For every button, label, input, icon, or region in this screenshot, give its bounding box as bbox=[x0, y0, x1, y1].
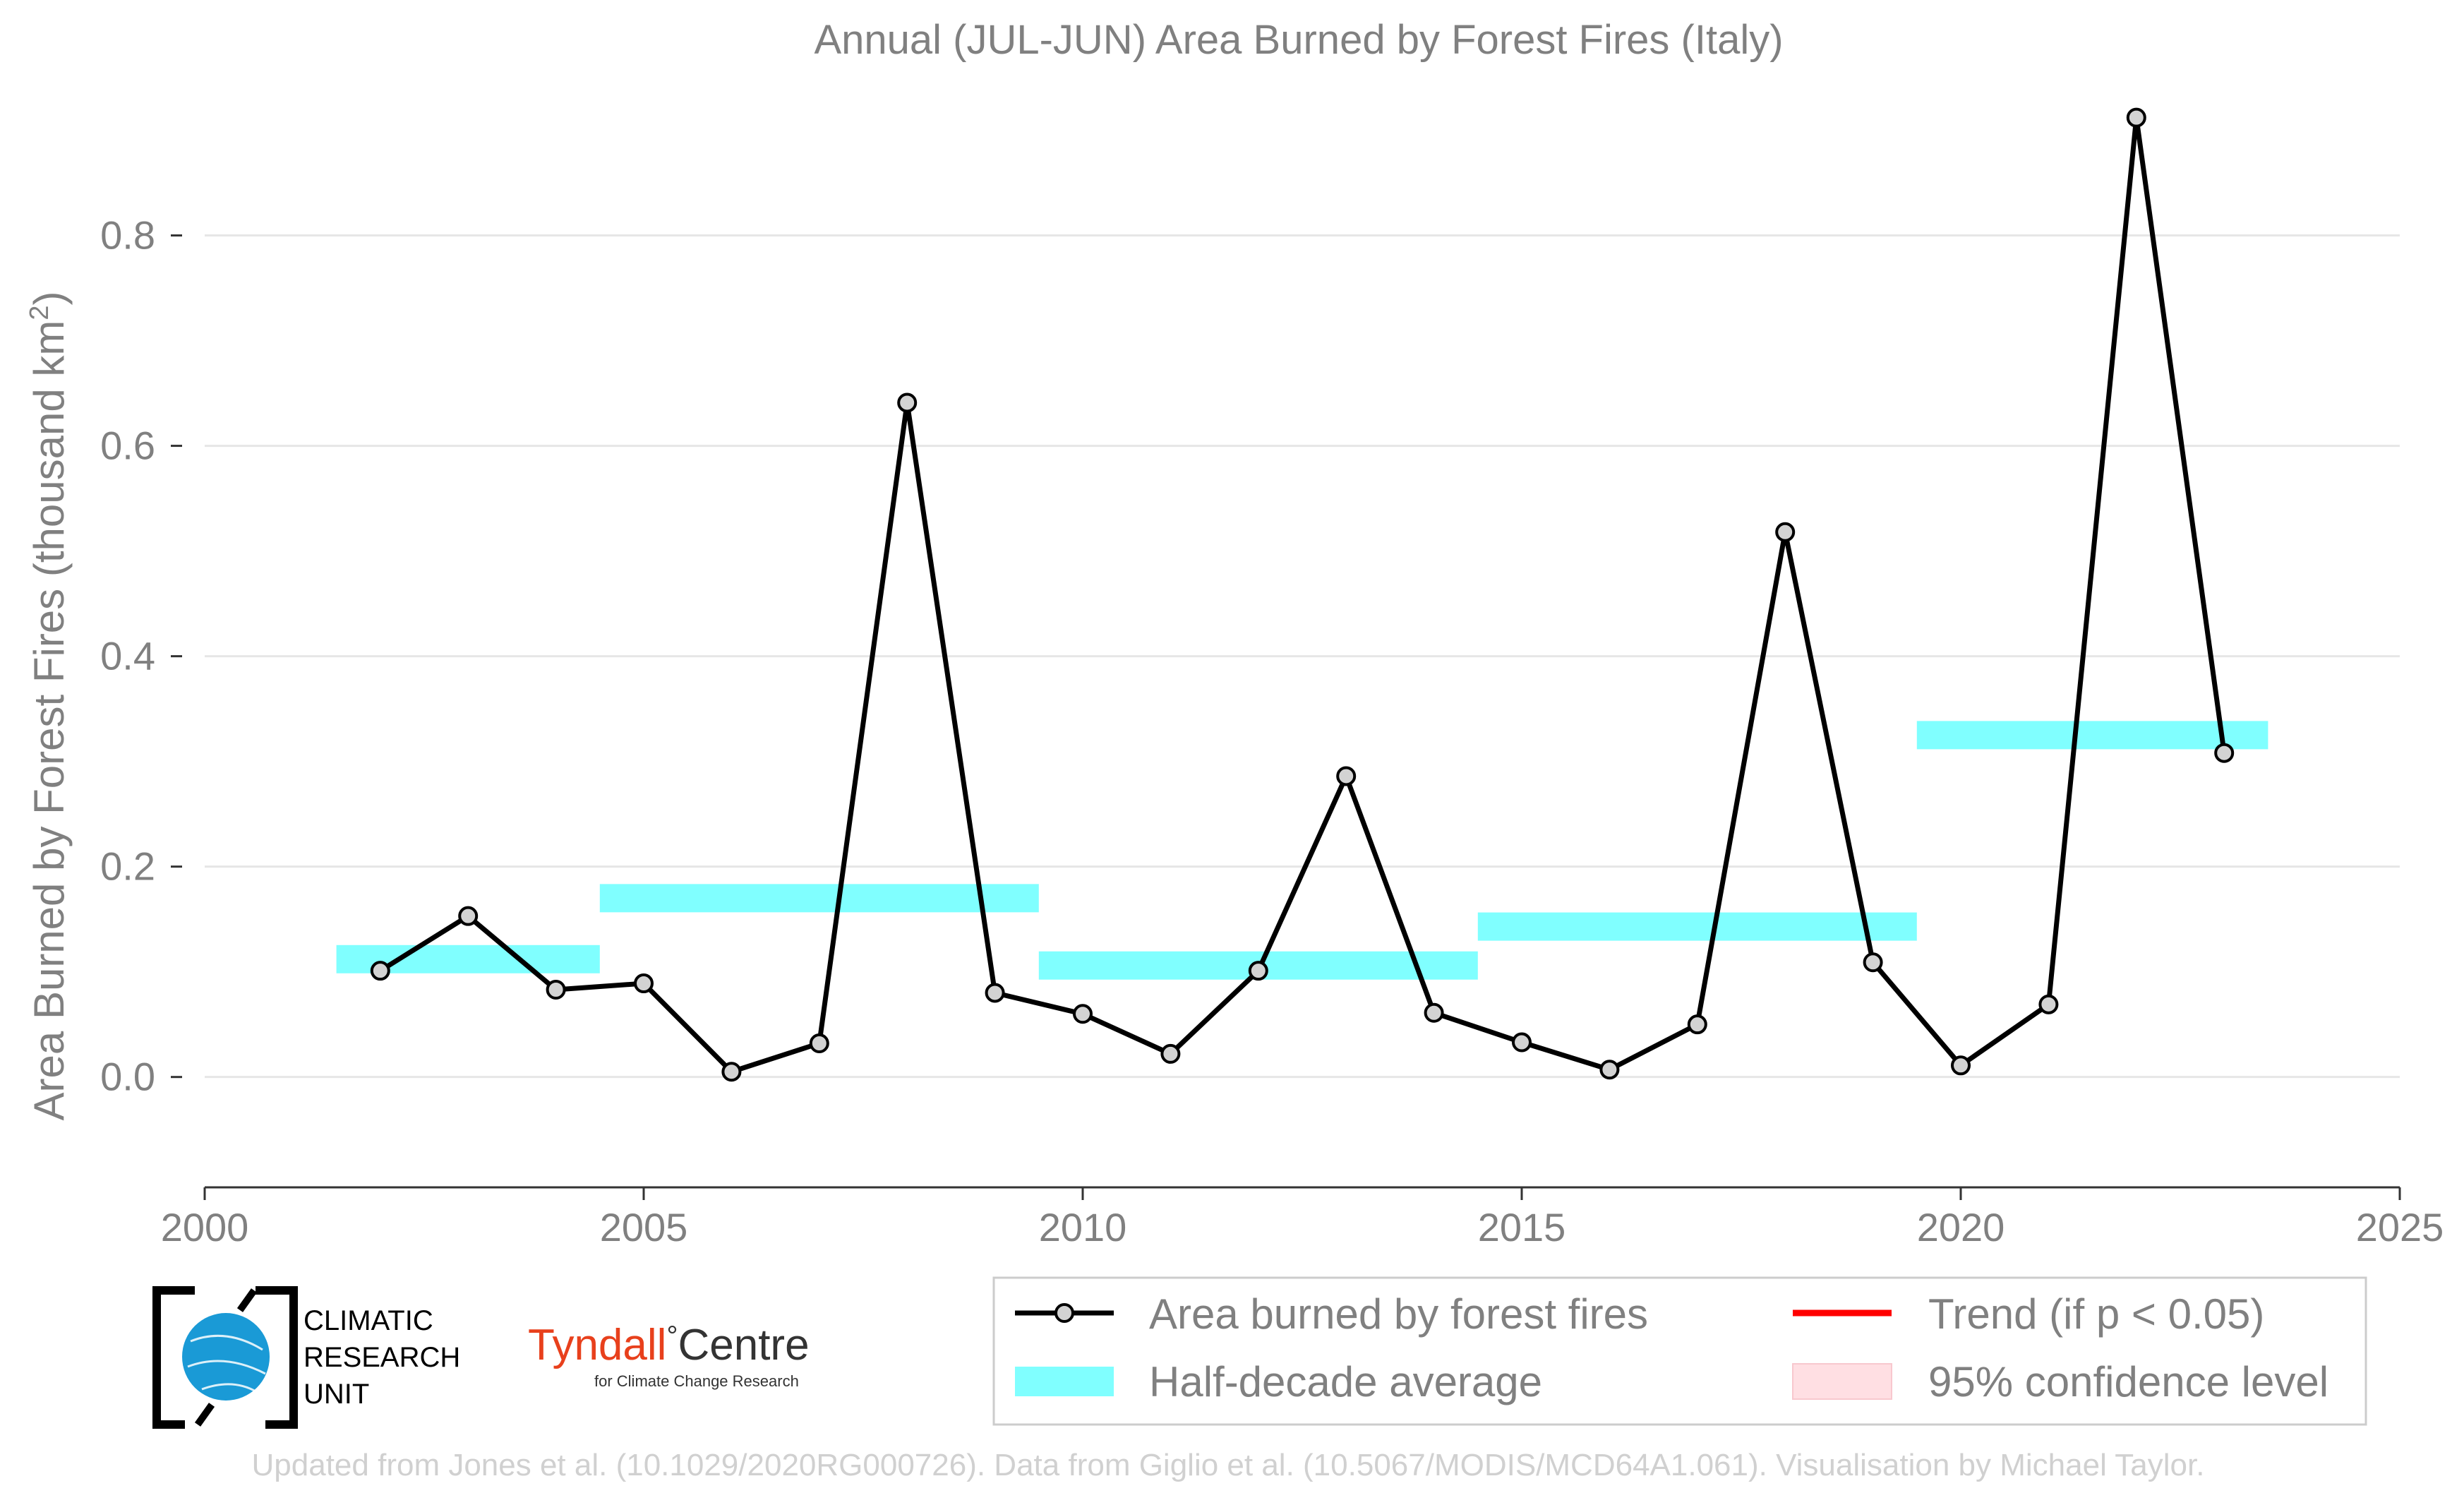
half-decade-bands bbox=[336, 721, 2268, 980]
y-tick-label: 0.0 bbox=[100, 1055, 155, 1099]
chart-title: Annual (JUL-JUN) Area Burned by Forest F… bbox=[814, 17, 1783, 63]
data-point bbox=[1336, 766, 1357, 786]
data-point bbox=[370, 961, 390, 981]
x-axis: 2000 2005 2010 2015 2020 2025 bbox=[161, 1186, 2444, 1249]
data-point bbox=[985, 983, 1005, 1003]
data-point bbox=[458, 906, 479, 926]
tyndall-title: Tyndall°Centre bbox=[528, 1321, 810, 1369]
legend-label-confidence: 95% confidence level bbox=[1928, 1358, 2328, 1405]
half-decade-band bbox=[1477, 912, 1917, 941]
series-area-burned bbox=[370, 107, 2235, 1082]
data-point bbox=[1599, 1060, 1620, 1080]
data-point bbox=[1160, 1043, 1181, 1064]
data-point bbox=[1248, 961, 1268, 981]
tyndall-subtitle: for Climate Change Research bbox=[594, 1372, 799, 1390]
x-tick-label: 2000 bbox=[161, 1205, 249, 1249]
credit-line: Updated from Jones et al. (10.1029/2020R… bbox=[252, 1448, 2205, 1482]
data-point bbox=[546, 980, 566, 1000]
cru-text-line-3: UNIT bbox=[304, 1379, 369, 1410]
legend-label-area-burned: Area burned by forest fires bbox=[1149, 1290, 1648, 1338]
data-point bbox=[809, 1033, 829, 1053]
y-tick-label: 0.4 bbox=[100, 634, 155, 678]
y-tick-label: 0.6 bbox=[100, 424, 155, 468]
legend-marker-swatch bbox=[1054, 1303, 1074, 1323]
cru-bracket-left bbox=[152, 1286, 195, 1429]
cru-globe-swirl bbox=[187, 1334, 266, 1393]
data-point bbox=[1863, 952, 1883, 973]
tyndall-logo: Tyndall°Centre for Climate Change Resear… bbox=[528, 1321, 810, 1390]
cru-globe-icon bbox=[182, 1313, 270, 1401]
y-axis-label: Area Burned by Forest Fires (thousand km… bbox=[25, 292, 73, 1121]
cru-logo: CLIMATIC RESEARCH UNIT bbox=[152, 1286, 460, 1429]
x-tick-label: 2005 bbox=[600, 1205, 688, 1249]
grid-lines bbox=[205, 234, 2400, 1079]
x-tick-label: 2015 bbox=[1478, 1205, 1566, 1249]
y-axis-label-close: ) bbox=[25, 292, 73, 306]
legend-frame bbox=[992, 1276, 2367, 1426]
legend-label-trend: Trend (if p < 0.05) bbox=[1928, 1290, 2264, 1338]
data-point bbox=[897, 392, 918, 413]
data-point bbox=[1775, 522, 1796, 542]
x-tick-label: 2020 bbox=[1917, 1205, 2005, 1249]
data-point bbox=[1512, 1032, 1532, 1053]
data-point bbox=[634, 973, 654, 994]
x-tick-label: 2025 bbox=[2356, 1205, 2444, 1249]
y-axis-label-sup: 2 bbox=[25, 306, 54, 320]
data-point bbox=[1687, 1014, 1707, 1035]
data-point bbox=[2214, 743, 2235, 763]
tyndall-black: Centre bbox=[678, 1321, 809, 1369]
data-point bbox=[1424, 1002, 1444, 1023]
tyndall-degree: ° bbox=[666, 1321, 678, 1352]
data-point bbox=[1951, 1055, 1971, 1076]
cru-text-line-1: CLIMATIC bbox=[304, 1305, 433, 1336]
cru-text-line-2: RESEARCH bbox=[304, 1342, 460, 1373]
legend-confidence-swatch bbox=[1792, 1363, 1892, 1400]
y-tick-label: 0.8 bbox=[100, 213, 155, 258]
y-tick-label: 0.2 bbox=[100, 844, 155, 889]
cru-bracket-right bbox=[256, 1286, 298, 1429]
data-point bbox=[721, 1062, 742, 1082]
series-line bbox=[378, 117, 2227, 1075]
data-point bbox=[2038, 994, 2059, 1014]
data-point bbox=[1073, 1004, 1093, 1024]
tyndall-red: Tyndall bbox=[528, 1321, 666, 1369]
legend-label-half-decade: Half-decade average bbox=[1149, 1358, 1542, 1405]
x-tick-label: 2010 bbox=[1039, 1205, 1127, 1249]
cru-bracket-slash bbox=[194, 1288, 258, 1427]
legend-band-swatch bbox=[1015, 1367, 1114, 1396]
half-decade-band bbox=[599, 884, 1039, 913]
data-point bbox=[2126, 107, 2146, 128]
legend: Area burned by forest fires Trend (if p … bbox=[992, 1276, 2367, 1426]
y-axis-label-main: Area Burned by Forest Fires (thousand km bbox=[25, 320, 73, 1121]
y-axis: 0.0 0.2 0.4 0.6 0.8 bbox=[100, 213, 182, 1099]
half-decade-band bbox=[1916, 721, 2268, 750]
